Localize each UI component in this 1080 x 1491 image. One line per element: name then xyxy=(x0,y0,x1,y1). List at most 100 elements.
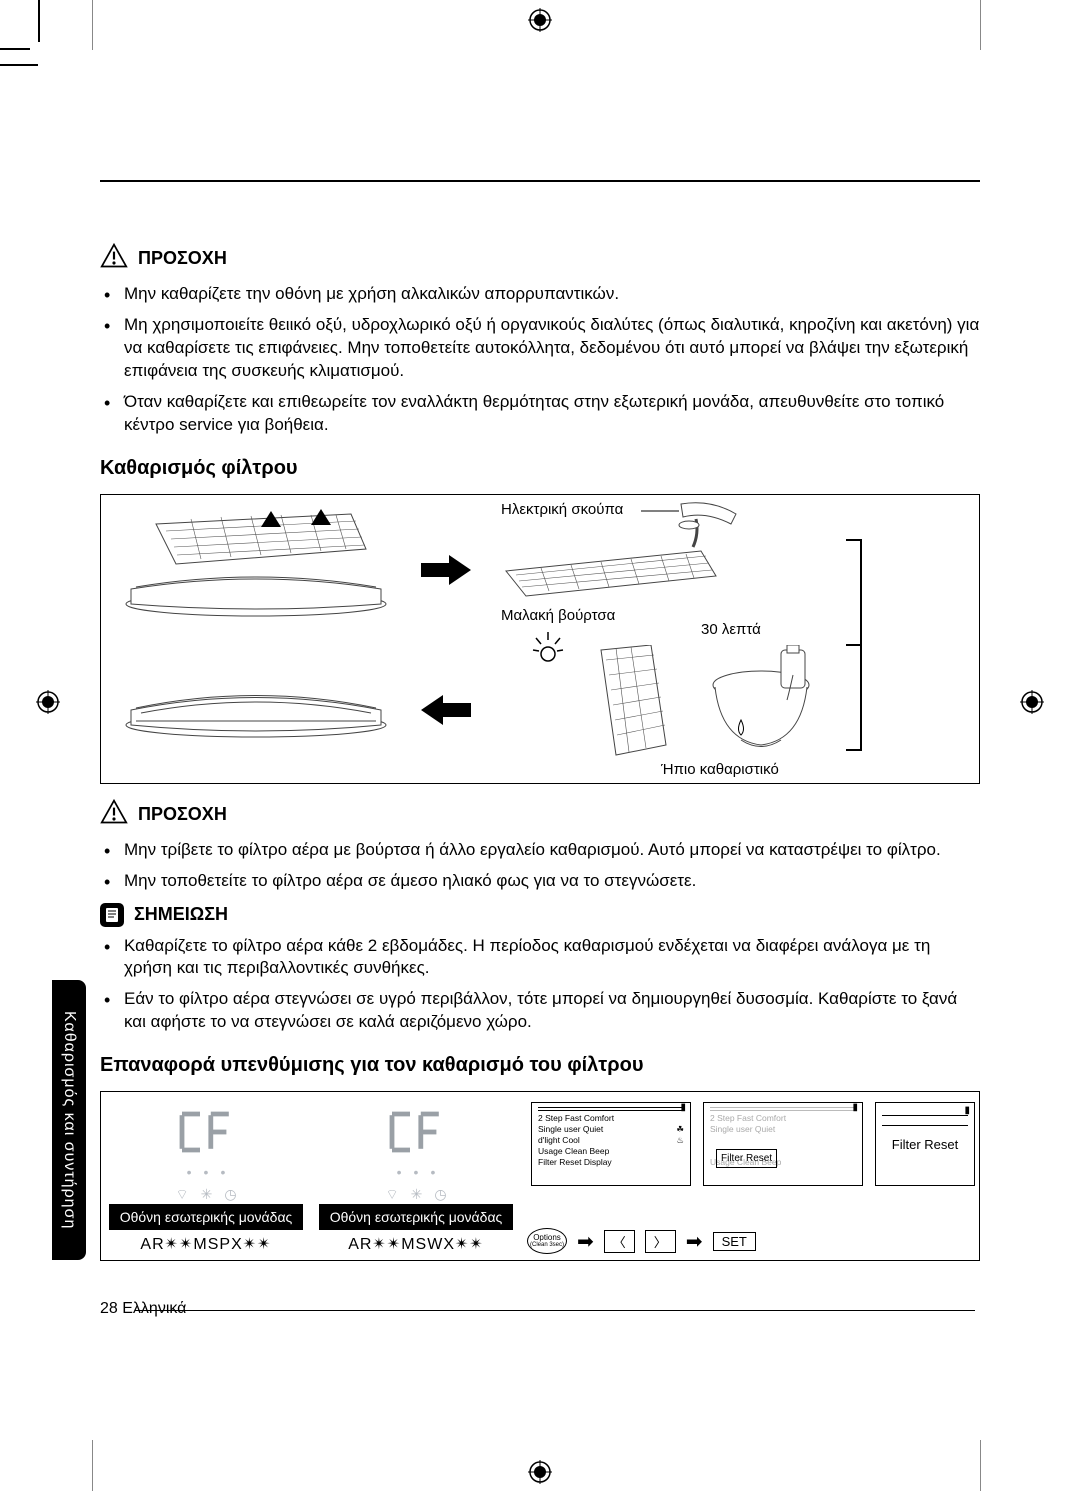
ac-unit-closed-illustration xyxy=(121,655,401,765)
options-sublabel: (Clean 3sec) xyxy=(530,1242,564,1248)
button-flow: Options (Clean 3sec) ➡ 〈 〉 ➡ SET xyxy=(521,1228,985,1254)
reset-col-2: • • • ⌔ ✳ ◷ Οθόνη εσωτερικής μονάδας AR✴✴MSW… xyxy=(311,1092,521,1260)
arrow-right-icon: ➡ xyxy=(577,1229,594,1254)
caution-icon xyxy=(100,242,128,275)
filter-reset-text: Filter Reset xyxy=(892,1137,958,1152)
filter-reset-figure: • • • ⌔ ✳ ◷ Οθόνη εσωτερικής μονάδας AR✴✴MSP… xyxy=(100,1091,980,1261)
list-item: Μην τρίβετε το φίλτρο αέρα με βούρτσα ή … xyxy=(124,839,980,862)
section-heading-filter-reset: Επαναφορά υπενθύμισης για τον καθαρισμό … xyxy=(100,1054,980,1077)
signal-icon: ▮ xyxy=(680,1101,686,1114)
model-label: AR✴✴MSWX✴✴ xyxy=(311,1234,521,1254)
page-content: ΠΡΟΣΟΧΗ Μην καθαρίζετε την οθόνη με χρήσ… xyxy=(100,40,980,1261)
remote-line: Single user Quiet xyxy=(538,1124,603,1135)
nav-left-button[interactable]: 〈 xyxy=(604,1230,635,1253)
remote-line: 2 Step Fast Comfort xyxy=(538,1113,684,1124)
caution1-list: Μην καθαρίζετε την οθόνη με χρήση αλκαλι… xyxy=(100,283,980,437)
remote-line: d'light Cool xyxy=(538,1135,580,1146)
note-title: ΣΗΜΕΙΩΣΗ xyxy=(134,904,228,925)
caution2-list: Μην τρίβετε το φίλτρο αέρα με βούρτσα ή … xyxy=(100,839,980,893)
options-button[interactable]: Options (Clean 3sec) xyxy=(527,1228,567,1254)
reset-col-1: • • • ⌔ ✳ ◷ Οθόνη εσωτερικής μονάδας AR✴✴MSP… xyxy=(101,1092,311,1260)
filter-drying-illustration xyxy=(581,645,681,765)
indoor-display-label: Οθόνη εσωτερικής μονάδας xyxy=(109,1204,303,1230)
list-item: Εάν το φίλτρο αέρα στεγνώσει σε υγρό περ… xyxy=(124,988,980,1034)
signal-icon: ▮ xyxy=(852,1101,858,1114)
dot-icon: • xyxy=(204,1164,209,1180)
dot-icon: • xyxy=(187,1164,192,1180)
registration-mark-left xyxy=(36,690,60,714)
indicator-icons: • • • xyxy=(101,1164,311,1180)
caution2-title: ΠΡΟΣΟΧΗ xyxy=(138,804,227,825)
reset-col-3: ▮ 2 Step Fast Comfort Single user Quiet ☘… xyxy=(521,1092,985,1260)
frame-line xyxy=(92,1440,93,1491)
remote-screen-highlighted: ▮ 2 Step Fast Comfort Single user Quiet … xyxy=(703,1102,863,1186)
remote-line: Usage Clean Beep xyxy=(538,1146,684,1157)
vacuum-label: Ηλεκτρική σκούπα xyxy=(501,501,623,518)
indoor-display-label: Οθόνη εσωτερικής μονάδας xyxy=(319,1204,513,1230)
top-rule xyxy=(100,180,980,182)
time-label: 30 λεπτά xyxy=(701,621,761,638)
detergent-bucket-illustration xyxy=(701,645,831,755)
set-button[interactable]: SET xyxy=(713,1232,756,1251)
note-icon xyxy=(100,903,124,927)
filter-reset-highlight: Filter Reset xyxy=(716,1149,777,1168)
timer-icon: ◷ xyxy=(224,1186,236,1204)
options-label: Options xyxy=(533,1234,561,1242)
detergent-label: Ήπιο καθαριστικό xyxy=(661,761,779,778)
dot-icon: • xyxy=(397,1164,402,1180)
sun-icon xyxy=(531,630,565,664)
page-language: Ελληνικά xyxy=(122,1300,186,1317)
note-header: ΣΗΜΕΙΩΣΗ xyxy=(100,903,980,927)
timer-icon: ◷ xyxy=(434,1186,446,1204)
wifi-icon: ⌔ xyxy=(385,1186,398,1204)
registration-mark-bottom xyxy=(528,1460,552,1484)
fan-icon: ✳ xyxy=(411,1186,423,1204)
filter-vacuum-illustration xyxy=(501,531,731,601)
indicator-icons-2: ⌔ ✳ ◷ xyxy=(311,1186,521,1204)
cf-display-icon xyxy=(386,1106,446,1158)
indicator-icons: • • • xyxy=(311,1164,521,1180)
ac-unit-open-illustration xyxy=(121,509,401,619)
arrow-left-icon xyxy=(421,695,471,725)
frame-line xyxy=(980,0,981,50)
page-number: 28 xyxy=(100,1300,118,1317)
dot-icon: • xyxy=(414,1164,419,1180)
arrow-right-icon xyxy=(421,555,471,585)
brush-label: Μαλακή βούρτσα xyxy=(501,607,615,624)
list-item: Μην τοποθετείτε το φίλτρο αέρα σε άμεσο … xyxy=(124,870,980,893)
bracket-icon xyxy=(841,535,871,755)
note-list: Καθαρίζετε το φίλτρο αέρα κάθε 2 εβδομάδ… xyxy=(100,935,980,1035)
arrow-right-icon: ➡ xyxy=(686,1229,703,1254)
filter-cleaning-figure: Ηλεκτρική σκούπα Μαλακή βούρτσα 30 λεπτά xyxy=(100,494,980,784)
caution-header: ΠΡΟΣΟΧΗ xyxy=(100,242,980,275)
caution2-header: ΠΡΟΣΟΧΗ xyxy=(100,798,980,831)
model-label: AR✴✴MSPX✴✴ xyxy=(101,1234,311,1254)
dot-icon: • xyxy=(220,1164,225,1180)
cf-display-icon xyxy=(176,1106,236,1158)
caution-title: ΠΡΟΣΟΧΗ xyxy=(138,248,227,269)
remote-line: Filter Reset Display xyxy=(538,1157,684,1168)
filter-reset-result-box: ▮ Filter Reset xyxy=(875,1102,975,1186)
frame-line xyxy=(980,1440,981,1491)
leaf-icon: ☘ xyxy=(676,1124,684,1135)
page-footer: 28 Ελληνικά xyxy=(100,1300,186,1318)
person-icon: ♨ xyxy=(676,1135,684,1146)
list-item: Μην καθαρίζετε την οθόνη με χρήση αλκαλι… xyxy=(124,283,980,306)
registration-mark-top xyxy=(528,8,552,32)
side-tab: Καθαρισμός και συντήρηση xyxy=(52,980,86,1260)
list-item: Μη χρησιμοποιείτε θειικό οξύ, υδροχλωρικ… xyxy=(124,314,980,383)
list-item: Καθαρίζετε το φίλτρο αέρα κάθε 2 εβδομάδ… xyxy=(124,935,980,981)
section-heading-filter-cleaning: Καθαρισμός φίλτρου xyxy=(100,457,980,480)
nav-right-button[interactable]: 〉 xyxy=(645,1230,676,1253)
caution-icon xyxy=(100,798,128,831)
list-item: Όταν καθαρίζετε και επιθεωρείτε τον εναλ… xyxy=(124,391,980,437)
indicator-icons-2: ⌔ ✳ ◷ xyxy=(101,1186,311,1204)
frame-line xyxy=(92,0,93,50)
dot-icon: • xyxy=(430,1164,435,1180)
remote-screen-active: ▮ 2 Step Fast Comfort Single user Quiet ☘… xyxy=(531,1102,691,1186)
wifi-icon: ⌔ xyxy=(175,1186,188,1204)
remote-line-grey: 2 Step Fast Comfort xyxy=(710,1113,856,1124)
fan-icon: ✳ xyxy=(201,1186,213,1204)
registration-mark-right xyxy=(1020,690,1044,714)
footer-rule xyxy=(135,1310,975,1311)
